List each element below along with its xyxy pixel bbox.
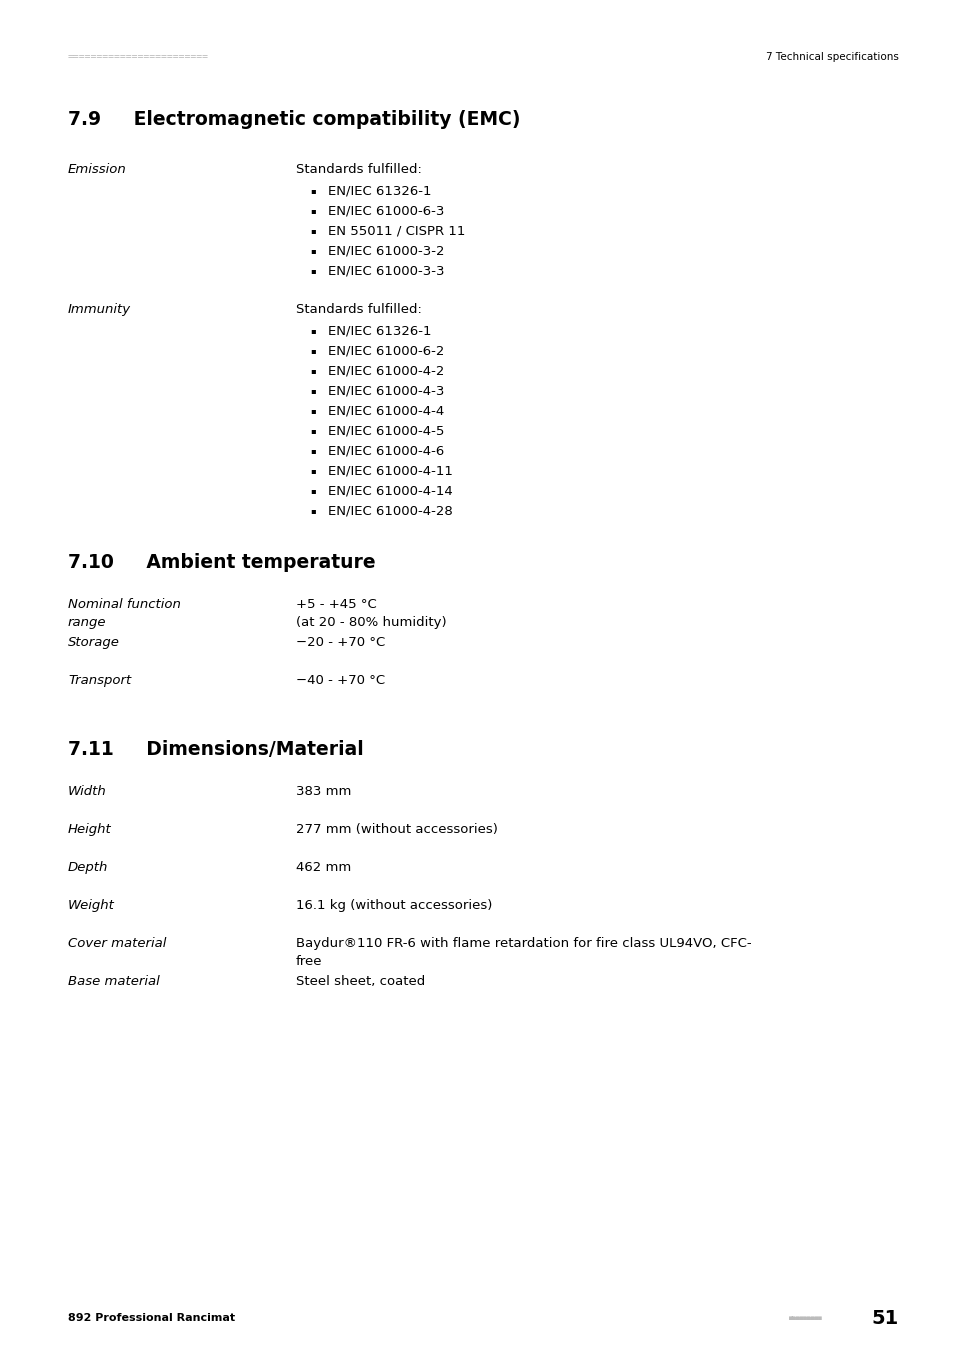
Text: Standards fulfilled:: Standards fulfilled:: [295, 163, 421, 176]
Text: 7.9     Electromagnetic compatibility (EMC): 7.9 Electromagnetic compatibility (EMC): [68, 109, 520, 130]
Text: ▪: ▪: [310, 386, 315, 396]
Text: ▪: ▪: [310, 506, 315, 514]
Text: 51: 51: [871, 1308, 898, 1327]
Text: EN/IEC 61000-4-14: EN/IEC 61000-4-14: [328, 485, 453, 498]
Text: 892 Professional Rancimat: 892 Professional Rancimat: [68, 1314, 234, 1323]
Text: 16.1 kg (without accessories): 16.1 kg (without accessories): [295, 899, 492, 913]
Text: Emission: Emission: [68, 163, 127, 176]
Text: ▪: ▪: [310, 325, 315, 335]
Text: ▪: ▪: [310, 346, 315, 355]
Text: EN 55011 / CISPR 11: EN 55011 / CISPR 11: [328, 225, 465, 238]
Text: 462 mm: 462 mm: [295, 861, 351, 873]
Text: ▪: ▪: [310, 266, 315, 275]
Text: EN/IEC 61000-4-3: EN/IEC 61000-4-3: [328, 385, 444, 398]
Text: Width: Width: [68, 784, 107, 798]
Text: ▪: ▪: [310, 246, 315, 255]
Text: ▪: ▪: [310, 366, 315, 375]
Text: Weight: Weight: [68, 899, 114, 913]
Text: EN/IEC 61000-6-2: EN/IEC 61000-6-2: [328, 346, 444, 358]
Text: Base material: Base material: [68, 975, 159, 988]
Text: Cover material: Cover material: [68, 937, 166, 950]
Text: Depth: Depth: [68, 861, 109, 873]
Text: EN/IEC 61000-3-3: EN/IEC 61000-3-3: [328, 265, 444, 278]
Text: Transport: Transport: [68, 674, 132, 687]
Text: ▪: ▪: [310, 406, 315, 414]
Text: 7.10     Ambient temperature: 7.10 Ambient temperature: [68, 554, 375, 572]
Text: EN/IEC 61000-4-4: EN/IEC 61000-4-4: [328, 405, 444, 418]
Text: EN/IEC 61326-1: EN/IEC 61326-1: [328, 325, 431, 338]
Text: Immunity: Immunity: [68, 302, 131, 316]
Text: EN/IEC 61000-4-6: EN/IEC 61000-4-6: [328, 446, 444, 458]
Text: 383 mm: 383 mm: [295, 784, 351, 798]
Text: Height: Height: [68, 824, 112, 836]
Text: Nominal function
range: Nominal function range: [68, 598, 181, 629]
Text: EN/IEC 61000-4-11: EN/IEC 61000-4-11: [328, 464, 453, 478]
Text: Steel sheet, coated: Steel sheet, coated: [295, 975, 425, 988]
Text: −40 - +70 °C: −40 - +70 °C: [295, 674, 385, 687]
Text: Storage: Storage: [68, 636, 120, 649]
Text: ▪: ▪: [310, 446, 315, 455]
Text: ■■■■■■■■■: ■■■■■■■■■: [788, 1315, 821, 1320]
Text: ▪: ▪: [310, 186, 315, 194]
Text: ▪: ▪: [310, 427, 315, 435]
Text: Baydur®110 FR-6 with flame retardation for fire class UL94VO, CFC-
free: Baydur®110 FR-6 with flame retardation f…: [295, 937, 751, 968]
Text: EN/IEC 61000-4-2: EN/IEC 61000-4-2: [328, 364, 444, 378]
Text: +5 - +45 °C
(at 20 - 80% humidity): +5 - +45 °C (at 20 - 80% humidity): [295, 598, 446, 629]
Text: ▪: ▪: [310, 466, 315, 475]
Text: ========================: ========================: [68, 53, 209, 62]
Text: EN/IEC 61000-6-3: EN/IEC 61000-6-3: [328, 205, 444, 217]
Text: ▪: ▪: [310, 207, 315, 215]
Text: EN/IEC 61000-4-5: EN/IEC 61000-4-5: [328, 425, 444, 437]
Text: 7 Technical specifications: 7 Technical specifications: [765, 53, 898, 62]
Text: ▪: ▪: [310, 225, 315, 235]
Text: EN/IEC 61000-4-28: EN/IEC 61000-4-28: [328, 505, 453, 518]
Text: Standards fulfilled:: Standards fulfilled:: [295, 302, 421, 316]
Text: EN/IEC 61326-1: EN/IEC 61326-1: [328, 185, 431, 198]
Text: 277 mm (without accessories): 277 mm (without accessories): [295, 824, 497, 836]
Text: EN/IEC 61000-3-2: EN/IEC 61000-3-2: [328, 244, 444, 258]
Text: ▪: ▪: [310, 486, 315, 495]
Text: −20 - +70 °C: −20 - +70 °C: [295, 636, 385, 649]
Text: 7.11     Dimensions/Material: 7.11 Dimensions/Material: [68, 740, 363, 759]
